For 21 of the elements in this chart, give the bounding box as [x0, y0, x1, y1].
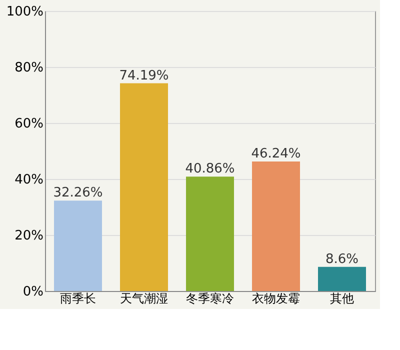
y-tick-label: 60%: [14, 116, 44, 132]
x-tick-label: 雨季长: [60, 292, 96, 306]
data-label: 46.24%: [251, 146, 301, 162]
y-tick-label: 0%: [22, 284, 44, 300]
bar: [120, 83, 168, 291]
x-tick-label: 其他: [330, 292, 354, 306]
data-label: 32.26%: [53, 186, 103, 201]
y-tick-label: 20%: [14, 228, 44, 244]
data-label: 40.86%: [185, 162, 235, 177]
y-tick-label: 40%: [14, 172, 44, 188]
x-tick-label: 冬季寒冷: [186, 292, 234, 306]
bar: [252, 162, 300, 291]
x-tick-label: 衣物发霉: [252, 292, 300, 306]
x-tick-label: 天气潮湿: [120, 292, 168, 306]
y-tick-label: 80%: [14, 60, 44, 76]
data-label: 74.19%: [119, 68, 169, 84]
bar: [54, 200, 102, 291]
bar: [318, 266, 366, 291]
data-label: 8.6%: [325, 252, 359, 267]
bar: [186, 176, 234, 291]
y-tick-label: 100%: [6, 4, 44, 20]
